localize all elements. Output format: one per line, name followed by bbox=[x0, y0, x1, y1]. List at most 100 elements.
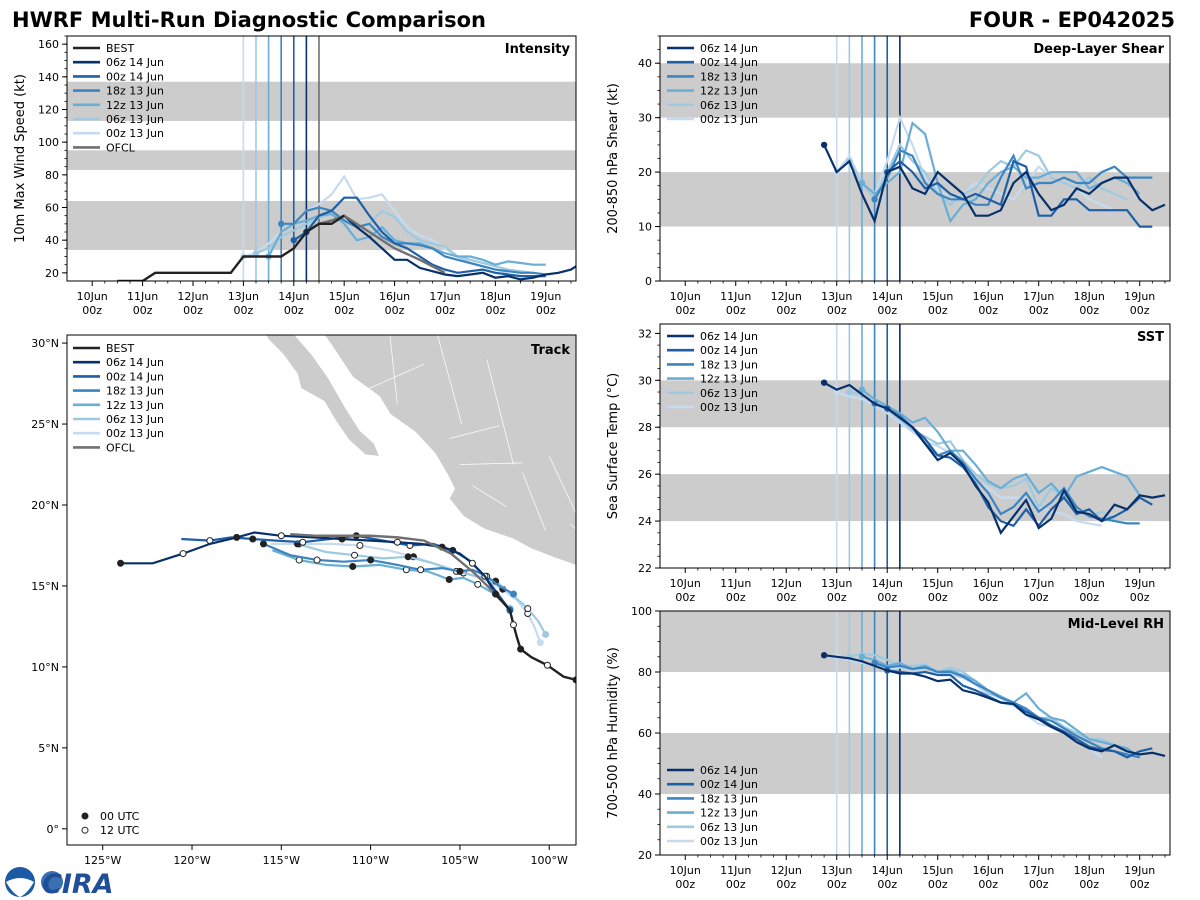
init-marker bbox=[871, 196, 878, 203]
panel-title: Deep-Layer Shear bbox=[1033, 42, 1164, 57]
track-marker bbox=[456, 567, 464, 575]
intensity-panel: 2040608010012014016010Jun00z11Jun00z12Ju… bbox=[13, 35, 577, 317]
lat-tick-label: 25°N bbox=[31, 418, 59, 431]
x-tick-label: 00z bbox=[1130, 878, 1150, 891]
marker-legend-label: 12 UTC bbox=[100, 824, 140, 837]
state-border bbox=[437, 335, 463, 425]
x-tick-label: 00z bbox=[1029, 878, 1049, 891]
figure-title: HWRF Multi-Run Diagnostic Comparison bbox=[12, 8, 486, 32]
storm-id: FOUR - EP042025 bbox=[969, 8, 1175, 32]
series-line bbox=[861, 121, 1141, 224]
x-tick-label: 00z bbox=[726, 304, 746, 317]
series-line bbox=[823, 654, 1166, 757]
marker-legend-symbol bbox=[81, 826, 89, 834]
threshold-band bbox=[67, 150, 576, 170]
legend-label: 18z 13 Jun bbox=[700, 70, 758, 83]
legend-label: 00z 14 Jun bbox=[106, 70, 164, 83]
x-tick-label: 00z bbox=[827, 591, 847, 604]
lat-tick-label: 20°N bbox=[31, 499, 59, 512]
y-tick-label: 40 bbox=[638, 57, 652, 70]
state-border bbox=[389, 335, 398, 405]
best-track-marker bbox=[492, 590, 500, 598]
x-tick-label: 00z bbox=[536, 304, 556, 317]
x-tick-label: 11Jun bbox=[720, 577, 751, 590]
track-panel: 0° 5°N 10°N 15°N 20°N 25°N 30°N 125°W 120°W 115°W… bbox=[31, 334, 577, 867]
x-tick-label: 16Jun bbox=[973, 577, 1004, 590]
track-init-marker bbox=[509, 590, 517, 598]
lon-tick-label: 125°W bbox=[84, 854, 121, 867]
y-axis-label: 700-500 hPa Humidity (%) bbox=[606, 647, 621, 819]
y-tick-label: 80 bbox=[638, 666, 652, 679]
series-line bbox=[874, 661, 1140, 759]
legend-label: 06z 13 Jun bbox=[106, 113, 164, 126]
state-border bbox=[361, 363, 425, 393]
legend-label: 06z 14 Jun bbox=[106, 356, 164, 369]
track-marker bbox=[445, 575, 453, 583]
lon-tick-label: 115°W bbox=[263, 854, 300, 867]
init-marker bbox=[820, 652, 828, 659]
x-tick-label: 00z bbox=[928, 591, 948, 604]
x-tick-label: 00z bbox=[877, 878, 897, 891]
y-tick-label: 26 bbox=[638, 468, 652, 481]
x-tick-label: 14Jun bbox=[872, 864, 903, 877]
best-track-line bbox=[117, 214, 345, 281]
x-tick-label: 00z bbox=[435, 304, 455, 317]
panel-title: Mid-Level RH bbox=[1068, 617, 1164, 632]
best-track-marker bbox=[572, 676, 576, 684]
x-tick-label: 15Jun bbox=[922, 290, 953, 303]
legend-label: 12z 13 Jun bbox=[700, 85, 758, 98]
noaa-wave-icon bbox=[6, 878, 34, 897]
x-tick-label: 19Jun bbox=[1124, 864, 1155, 877]
legend-label: 06z 14 Jun bbox=[700, 330, 758, 343]
best-track-marker bbox=[509, 621, 517, 629]
track-marker bbox=[299, 538, 307, 546]
y-tick-label: 30 bbox=[638, 112, 652, 125]
legend-label: 00z 14 Jun bbox=[700, 56, 758, 69]
y-tick-label: 20 bbox=[638, 166, 652, 179]
legend-label: 12z 13 Jun bbox=[106, 99, 164, 112]
lat-tick-label: 15°N bbox=[31, 580, 59, 593]
x-tick-label: 00z bbox=[133, 304, 153, 317]
series-line bbox=[886, 159, 1153, 228]
track-init-marker bbox=[536, 639, 544, 647]
legend-label: 00z 14 Jun bbox=[700, 344, 758, 357]
legend-label: 18z 13 Jun bbox=[106, 385, 164, 398]
x-tick-label: 11Jun bbox=[720, 290, 751, 303]
x-tick-label: 00z bbox=[928, 878, 948, 891]
y-axis-label: 200-850 hPa Shear (kt) bbox=[606, 83, 621, 234]
x-tick-label: 00z bbox=[928, 304, 948, 317]
legend-label: 12z 13 Jun bbox=[700, 807, 758, 820]
track-marker bbox=[277, 532, 285, 540]
track-init-marker bbox=[542, 631, 550, 639]
x-tick-label: 00z bbox=[877, 304, 897, 317]
x-tick-label: 00z bbox=[183, 304, 203, 317]
best-track-marker bbox=[517, 645, 525, 653]
panel-title: Intensity bbox=[505, 42, 571, 57]
init-marker bbox=[858, 386, 866, 393]
track-marker bbox=[313, 556, 321, 564]
init-marker bbox=[846, 388, 853, 396]
legend-label: 18z 13 Jun bbox=[700, 358, 758, 371]
legend-label: 00z 13 Jun bbox=[700, 835, 758, 848]
y-tick-label: 20 bbox=[45, 267, 59, 280]
track-marker bbox=[356, 541, 364, 549]
x-tick-label: 00z bbox=[726, 591, 746, 604]
map-frame bbox=[66, 334, 577, 846]
state-border bbox=[459, 462, 523, 465]
legend-label: 12z 13 Jun bbox=[700, 373, 758, 386]
marker-legend-label: 00 UTC bbox=[100, 810, 140, 823]
x-tick-label: 14Jun bbox=[872, 290, 903, 303]
x-tick-label: 00z bbox=[978, 878, 998, 891]
lon-tick-label: 110°W bbox=[352, 854, 389, 867]
x-tick-label: 00z bbox=[233, 304, 253, 317]
series-line bbox=[887, 669, 1153, 759]
x-tick-label: 18Jun bbox=[1074, 864, 1105, 877]
series-line bbox=[848, 142, 1128, 207]
x-tick-label: 10Jun bbox=[77, 290, 108, 303]
x-tick-label: 17Jun bbox=[429, 290, 460, 303]
series-line bbox=[305, 214, 576, 281]
x-tick-label: 00z bbox=[1130, 304, 1150, 317]
x-tick-label: 13Jun bbox=[821, 577, 852, 590]
legend-label: 00z 14 Jun bbox=[106, 370, 164, 383]
